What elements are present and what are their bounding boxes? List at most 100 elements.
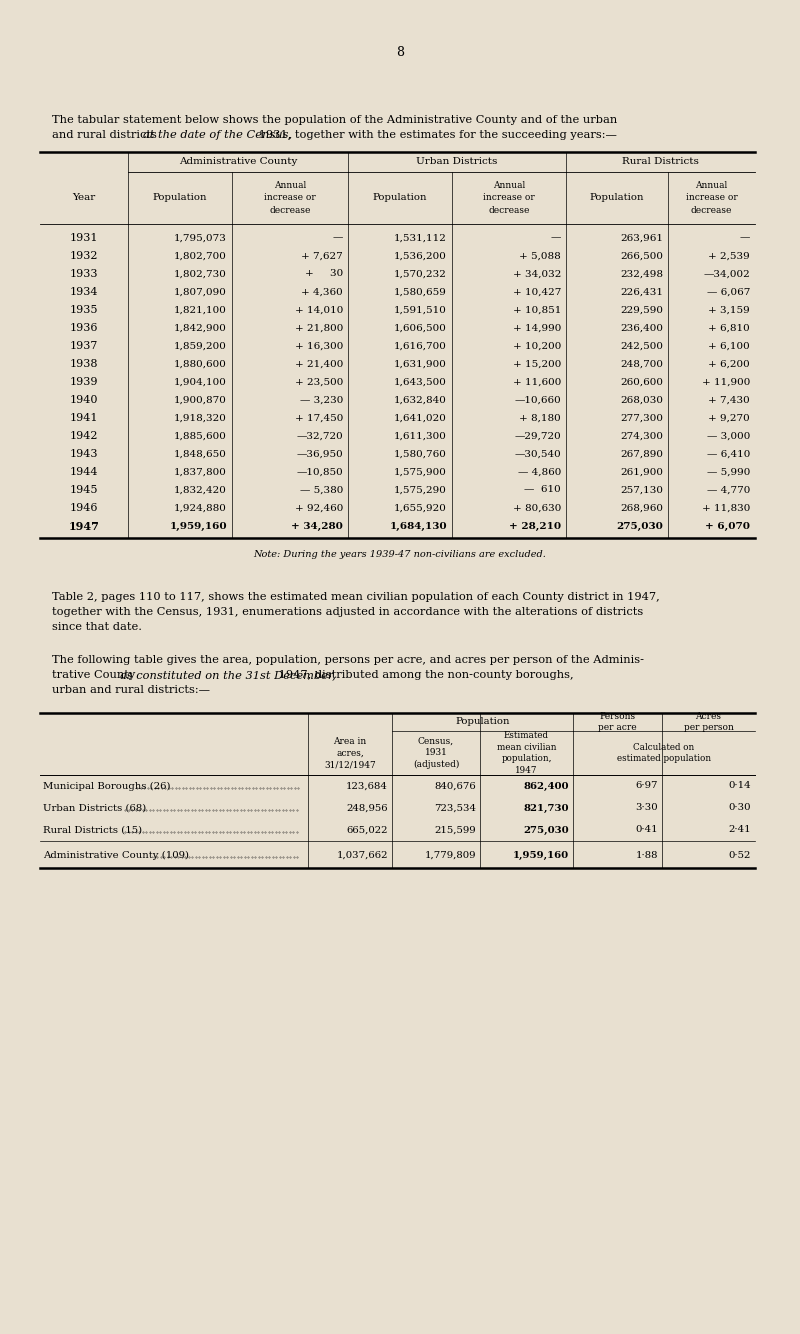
Text: + 4,360: + 4,360 xyxy=(302,288,343,296)
Text: Population: Population xyxy=(455,718,510,727)
Text: 1,802,700: 1,802,700 xyxy=(174,252,227,260)
Text: — 4,770: — 4,770 xyxy=(706,486,750,495)
Text: 1,531,112: 1,531,112 xyxy=(394,233,447,243)
Text: 1,580,760: 1,580,760 xyxy=(394,450,447,459)
Text: + 21,800: + 21,800 xyxy=(294,324,343,332)
Text: 1,795,073: 1,795,073 xyxy=(174,233,227,243)
Text: 1938: 1938 xyxy=(70,359,98,370)
Text: 1931, together with the estimates for the succeeding years:—: 1931, together with the estimates for th… xyxy=(254,129,617,140)
Text: Administrative County (109): Administrative County (109) xyxy=(43,851,189,859)
Text: 1931: 1931 xyxy=(70,233,98,243)
Text: 1941: 1941 xyxy=(70,414,98,423)
Text: 1,842,900: 1,842,900 xyxy=(174,324,227,332)
Text: 1939: 1939 xyxy=(70,378,98,387)
Text: 1,641,020: 1,641,020 xyxy=(394,414,447,423)
Text: 1,821,100: 1,821,100 xyxy=(174,305,227,315)
Text: — 6,067: — 6,067 xyxy=(706,288,750,296)
Text: 267,890: 267,890 xyxy=(620,450,663,459)
Text: + 21,400: + 21,400 xyxy=(294,359,343,368)
Text: The following table gives the area, population, persons per acre, and acres per : The following table gives the area, popu… xyxy=(52,655,644,666)
Text: + 9,270: + 9,270 xyxy=(708,414,750,423)
Text: Annual
increase or
decrease: Annual increase or decrease xyxy=(686,181,738,215)
Text: 261,900: 261,900 xyxy=(620,467,663,476)
Text: 257,130: 257,130 xyxy=(620,486,663,495)
Text: 1940: 1940 xyxy=(70,395,98,406)
Text: at the date of the Census,: at the date of the Census, xyxy=(143,129,292,140)
Text: 8: 8 xyxy=(396,45,404,59)
Text: 123,684: 123,684 xyxy=(346,782,388,791)
Text: + 6,200: + 6,200 xyxy=(708,359,750,368)
Text: + 11,900: + 11,900 xyxy=(702,378,750,387)
Text: 1,807,090: 1,807,090 xyxy=(174,288,227,296)
Text: 1,900,870: 1,900,870 xyxy=(174,395,227,404)
Text: —34,002: —34,002 xyxy=(703,269,750,279)
Text: Area in
acres,
31/12/1947: Area in acres, 31/12/1947 xyxy=(324,736,376,770)
Text: Rural Districts: Rural Districts xyxy=(622,157,699,167)
Text: 1,037,662: 1,037,662 xyxy=(337,851,388,859)
Text: + 3,159: + 3,159 xyxy=(708,305,750,315)
Text: as constituted on the 31st December,: as constituted on the 31st December, xyxy=(120,670,336,680)
Text: 1933: 1933 xyxy=(70,269,98,279)
Text: Census,
1931
(adjusted): Census, 1931 (adjusted) xyxy=(413,736,459,770)
Text: Persons
per acre: Persons per acre xyxy=(598,712,637,732)
Text: 0·30: 0·30 xyxy=(729,803,751,812)
Text: 248,700: 248,700 xyxy=(620,359,663,368)
Text: 0·14: 0·14 xyxy=(728,782,751,791)
Text: + 23,500: + 23,500 xyxy=(294,378,343,387)
Text: 723,534: 723,534 xyxy=(434,803,476,812)
Text: 1,591,510: 1,591,510 xyxy=(394,305,447,315)
Text: Note: During the years 1939-47 non-civilians are excluded.: Note: During the years 1939-47 non-civil… xyxy=(254,550,546,559)
Text: —32,720: —32,720 xyxy=(296,431,343,440)
Text: 229,590: 229,590 xyxy=(620,305,663,315)
Text: 1,684,130: 1,684,130 xyxy=(390,522,447,531)
Text: 266,500: 266,500 xyxy=(620,252,663,260)
Text: 1935: 1935 xyxy=(70,305,98,315)
Text: 1,616,700: 1,616,700 xyxy=(394,342,447,351)
Text: 1·88: 1·88 xyxy=(635,851,658,859)
Text: 263,961: 263,961 xyxy=(620,233,663,243)
Text: 1,611,300: 1,611,300 xyxy=(394,431,447,440)
Text: and rural districts: and rural districts xyxy=(52,129,161,140)
Text: urban and rural districts:—: urban and rural districts:— xyxy=(52,684,210,695)
Text: 665,022: 665,022 xyxy=(346,826,388,835)
Text: 268,030: 268,030 xyxy=(620,395,663,404)
Text: —29,720: —29,720 xyxy=(514,431,561,440)
Text: —36,950: —36,950 xyxy=(296,450,343,459)
Text: + 6,100: + 6,100 xyxy=(708,342,750,351)
Text: + 34,280: + 34,280 xyxy=(291,522,343,531)
Text: 1,632,840: 1,632,840 xyxy=(394,395,447,404)
Text: 268,960: 268,960 xyxy=(620,503,663,512)
Text: 1,779,809: 1,779,809 xyxy=(425,851,476,859)
Text: + 16,300: + 16,300 xyxy=(294,342,343,351)
Text: —: — xyxy=(333,233,343,243)
Text: 1,848,650: 1,848,650 xyxy=(174,450,227,459)
Text: 1,924,880: 1,924,880 xyxy=(174,503,227,512)
Text: 1,655,920: 1,655,920 xyxy=(394,503,447,512)
Text: 1,918,320: 1,918,320 xyxy=(174,414,227,423)
Text: + 10,851: + 10,851 xyxy=(513,305,561,315)
Text: Urban Districts: Urban Districts xyxy=(416,157,498,167)
Text: + 7,430: + 7,430 xyxy=(708,395,750,404)
Text: 274,300: 274,300 xyxy=(620,431,663,440)
Text: + 80,630: + 80,630 xyxy=(513,503,561,512)
Text: + 8,180: + 8,180 xyxy=(519,414,561,423)
Text: 1,880,600: 1,880,600 xyxy=(174,359,227,368)
Text: 236,400: 236,400 xyxy=(620,324,663,332)
Text: 1,859,200: 1,859,200 xyxy=(174,342,227,351)
Text: + 15,200: + 15,200 xyxy=(513,359,561,368)
Text: since that date.: since that date. xyxy=(52,622,142,632)
Text: Estimated
mean civilian
population,
1947: Estimated mean civilian population, 1947 xyxy=(497,731,556,775)
Text: Acres
per person: Acres per person xyxy=(683,712,734,732)
Text: —10,850: —10,850 xyxy=(296,467,343,476)
Text: 1,580,659: 1,580,659 xyxy=(394,288,447,296)
Text: 1,575,900: 1,575,900 xyxy=(394,467,447,476)
Text: 1,575,290: 1,575,290 xyxy=(394,486,447,495)
Text: 1,570,232: 1,570,232 xyxy=(394,269,447,279)
Text: 1,959,160: 1,959,160 xyxy=(513,851,569,859)
Text: + 11,600: + 11,600 xyxy=(513,378,561,387)
Text: 3·30: 3·30 xyxy=(635,803,658,812)
Text: + 2,539: + 2,539 xyxy=(708,252,750,260)
Text: Rural Districts (15): Rural Districts (15) xyxy=(43,826,142,835)
Text: — 3,000: — 3,000 xyxy=(706,431,750,440)
Text: +     30: + 30 xyxy=(305,269,343,279)
